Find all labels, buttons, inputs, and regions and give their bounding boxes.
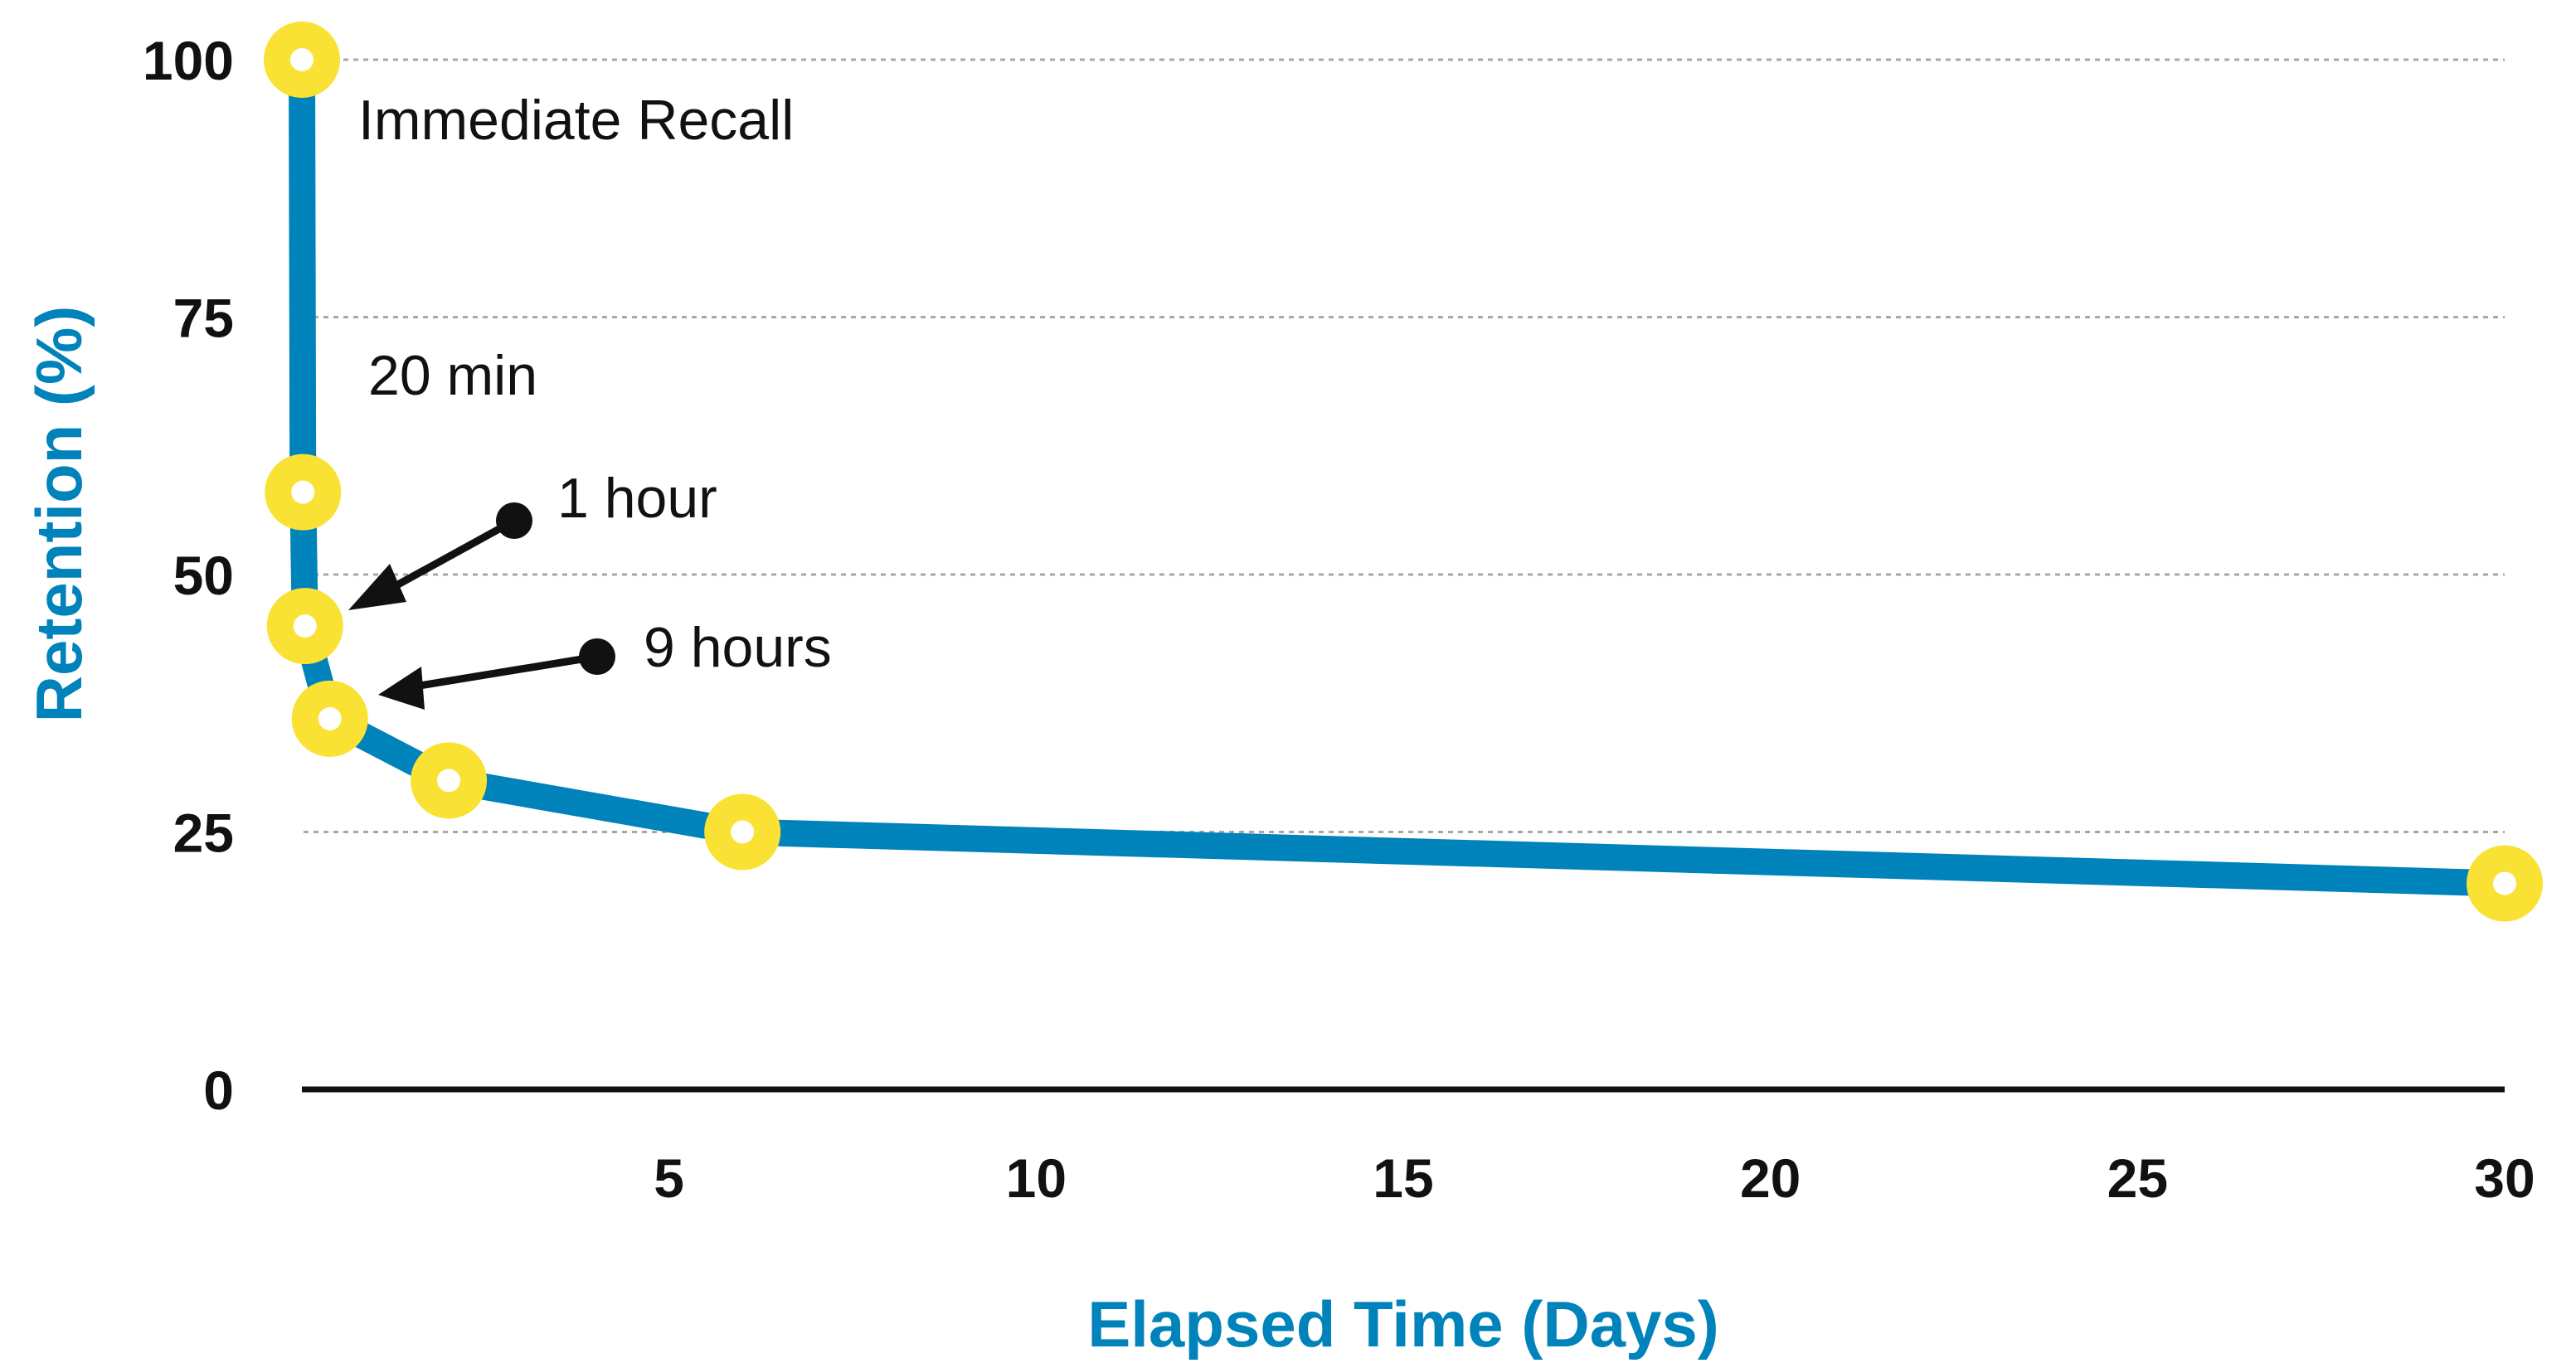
y-tick-label: 0 <box>203 1060 234 1121</box>
data-point-marker <box>291 680 368 757</box>
y-tick-label: 100 <box>143 30 234 91</box>
x-tick-label: 20 <box>1740 1147 1801 1209</box>
arrow-shaft <box>379 517 517 597</box>
x-tick-label: 10 <box>1006 1147 1067 1209</box>
data-point-marker <box>411 742 488 819</box>
annotation-label: 1 hour <box>557 467 717 530</box>
data-point-marker <box>266 588 343 665</box>
arrow-head-icon <box>348 564 406 610</box>
annotation-1-hour: 1 hour <box>348 467 717 610</box>
x-axis-title: Elapsed Time (Days) <box>1087 1288 1719 1361</box>
data-point-marker <box>265 454 342 531</box>
x-tick-label: 25 <box>2107 1147 2168 1209</box>
x-axis-ticks: 5 10 15 20 25 30 <box>654 1147 2535 1209</box>
y-axis-title: Retention (%) <box>22 306 95 723</box>
annotation-label: 20 min <box>368 344 537 407</box>
y-axis-ticks: 0 25 50 75 100 <box>143 30 234 1121</box>
y-tick-label: 75 <box>173 288 234 349</box>
gridlines <box>304 58 2505 833</box>
x-tick-label: 30 <box>2474 1147 2535 1209</box>
annotation-label: 9 hours <box>644 616 832 679</box>
data-markers <box>264 22 2543 922</box>
arrow-shaft <box>414 652 598 691</box>
annotation-immediate-recall: Immediate Recall <box>358 89 794 152</box>
x-tick-label: 5 <box>654 1147 684 1209</box>
x-tick-label: 15 <box>1373 1147 1433 1209</box>
annotation-label: Immediate Recall <box>358 89 794 152</box>
data-point-marker <box>264 22 340 98</box>
y-tick-label: 25 <box>173 803 234 864</box>
data-point-marker <box>704 793 781 871</box>
y-tick-label: 50 <box>173 545 234 606</box>
annotation-9-hours: 9 hours <box>378 616 832 710</box>
arrow-head-icon <box>378 667 425 710</box>
data-point-marker <box>2467 845 2543 922</box>
annotation-20-min: 20 min <box>368 344 537 407</box>
